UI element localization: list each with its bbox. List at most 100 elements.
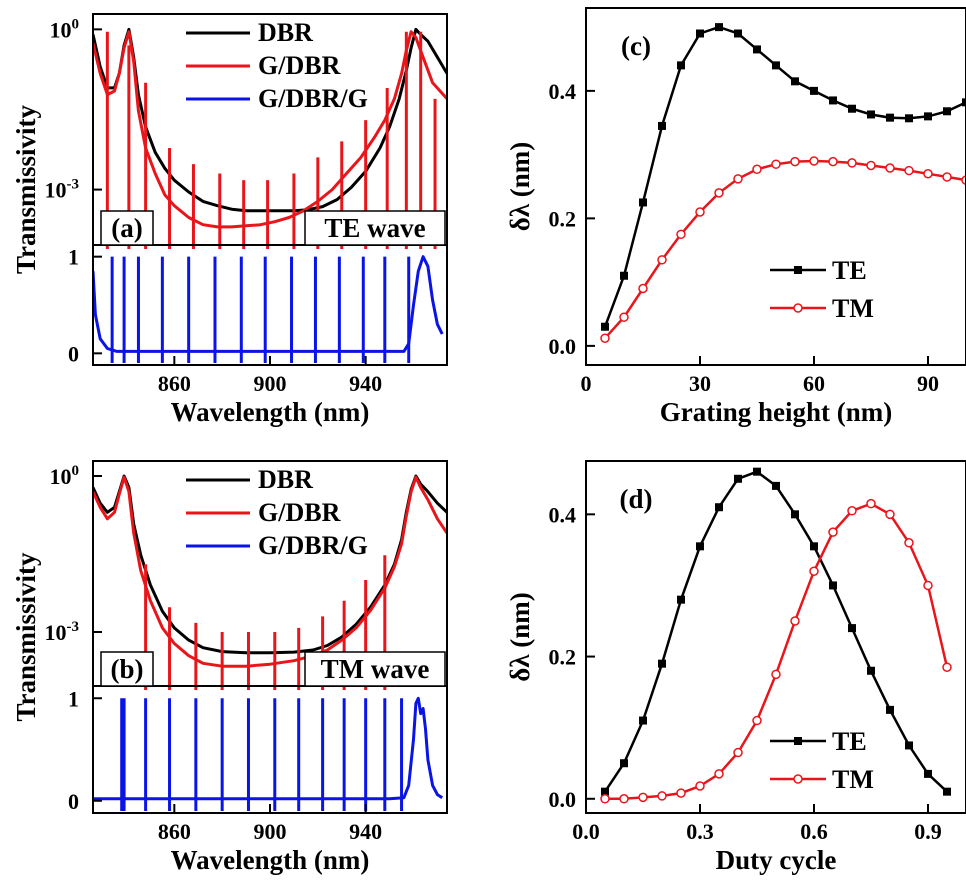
data-point-TM	[638, 792, 648, 803]
y-tick-label: 0.2	[549, 206, 577, 231]
plot-frame	[585, 460, 966, 814]
data-point-TE	[658, 659, 666, 668]
data-point-TM	[942, 172, 952, 182]
y-axis-label: Transmissivity	[11, 552, 41, 722]
legend-label: TE	[832, 727, 867, 756]
series-line-G/DBR/G	[93, 696, 444, 801]
series-line-G/DBR/G	[93, 255, 444, 353]
data-point-TE	[772, 481, 780, 490]
data-point-TE	[867, 666, 875, 675]
series-line-TE	[603, 25, 966, 328]
legend-marker-TE	[794, 737, 802, 745]
legend-marker-TE	[794, 266, 802, 274]
data-point-TE	[867, 110, 875, 119]
x-axis-label: Grating height (nm)	[660, 397, 893, 427]
x-tick-label: 0	[581, 371, 592, 396]
data-point-TE	[905, 741, 913, 750]
y-tick-label: 0.0	[549, 334, 577, 359]
data-point-TM	[657, 791, 667, 801]
y-axis-label: δλ (nm)	[505, 592, 535, 682]
data-point-TE	[715, 503, 723, 512]
y-tick-label: 0.0	[549, 787, 577, 812]
data-point-TM	[790, 616, 800, 626]
data-point-TE	[886, 113, 894, 122]
data-point-TE	[620, 271, 628, 280]
data-point-TE	[886, 705, 894, 714]
y-tick-label: 1	[68, 245, 79, 270]
data-point-TE	[772, 61, 780, 70]
data-point-TM	[942, 662, 952, 672]
data-point-TM	[904, 165, 914, 176]
data-point-TM	[809, 156, 819, 166]
data-point-TE	[829, 96, 837, 105]
data-point-TM	[695, 207, 705, 217]
data-point-TE	[715, 23, 723, 32]
data-point-TE	[677, 595, 685, 604]
x-tick-label: 0.6	[800, 819, 828, 844]
legend-label: G/DBR/G	[258, 84, 368, 113]
data-point-TE	[905, 114, 913, 123]
legend-marker-TM	[793, 303, 803, 313]
data-point-TE	[810, 86, 818, 95]
data-point-TM	[904, 538, 914, 548]
panel-label: (c)	[621, 31, 651, 61]
plot-area-3	[600, 467, 952, 804]
y-tick-label: 0.4	[549, 79, 577, 104]
panel-label-box	[100, 210, 154, 246]
series-line-TM	[605, 502, 949, 801]
data-point-TM	[866, 160, 876, 171]
series-line-TE	[603, 470, 948, 793]
legend-label: DBR	[258, 18, 313, 47]
data-point-TE	[658, 121, 666, 130]
data-point-TM	[771, 159, 781, 169]
data-point-TM	[638, 283, 648, 294]
data-point-TE	[810, 542, 818, 551]
legend-label: DBR	[258, 465, 313, 494]
panel-label: (b)	[111, 654, 144, 684]
panel-label: (d)	[620, 484, 653, 514]
y-tick-label: 1	[68, 686, 79, 711]
data-point-TE	[943, 787, 951, 796]
data-point-TE	[734, 29, 742, 38]
data-point-TM	[752, 715, 762, 726]
series-line-G/DBR	[93, 475, 447, 668]
plot-frame	[585, 7, 966, 366]
plot-area-2	[600, 23, 966, 343]
data-point-TM	[828, 527, 838, 537]
legend-label: G/DBR	[258, 498, 341, 527]
series-line-TM	[604, 159, 966, 340]
data-point-TE	[848, 624, 856, 633]
data-point-TE	[943, 107, 951, 116]
y-tick-label: 0.2	[549, 645, 577, 670]
wave-label: TM wave	[321, 654, 430, 684]
data-point-TM	[885, 163, 895, 173]
x-tick-label: 940	[349, 819, 382, 844]
data-point-TM	[619, 312, 629, 322]
y-tick-label: 0	[68, 789, 79, 814]
data-point-TE	[829, 581, 837, 590]
data-point-TM	[657, 255, 667, 265]
data-point-TM	[619, 794, 629, 804]
data-point-TM	[866, 498, 876, 509]
y-tick-label: 100	[50, 16, 80, 42]
y-axis-label: Transmissivity	[11, 104, 41, 274]
x-axis-label: Duty cycle	[716, 845, 837, 875]
data-point-TM	[885, 509, 895, 520]
x-tick-label: 30	[689, 371, 711, 396]
data-point-TE	[924, 112, 932, 121]
y-tick-label: 0	[68, 341, 79, 366]
x-tick-label: 900	[254, 819, 287, 844]
data-point-TE	[620, 759, 628, 768]
data-point-TM	[733, 747, 743, 758]
x-tick-label: 60	[803, 371, 825, 396]
x-tick-label: 860	[158, 371, 191, 396]
data-point-TM	[923, 169, 933, 179]
data-point-TM	[600, 794, 610, 804]
wave-label: TE wave	[324, 213, 425, 243]
legend-label: TM	[832, 765, 874, 794]
legend-label: G/DBR/G	[258, 531, 368, 560]
data-point-TE	[753, 45, 761, 54]
data-point-TE	[924, 769, 932, 778]
data-point-TE	[962, 98, 966, 107]
data-point-TM	[923, 580, 933, 591]
